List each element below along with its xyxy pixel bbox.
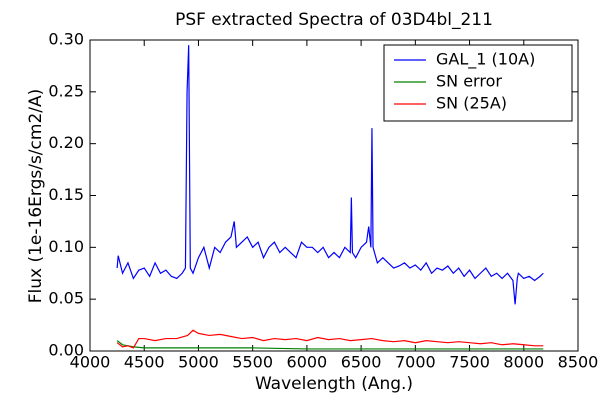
x-tick-label: 4500 (124, 353, 165, 372)
x-tick-label: 8500 (558, 353, 599, 372)
y-tick-label: 0.25 (48, 81, 84, 100)
legend-label: SN error (436, 72, 502, 91)
x-tick-label: 7500 (449, 353, 490, 372)
x-axis-label: Wavelength (Ang.) (255, 374, 413, 394)
x-tick-label: 4000 (70, 353, 111, 372)
legend-label: GAL_1 (10A) (436, 50, 535, 70)
y-tick-label: 0.00 (48, 341, 84, 360)
x-tick-label: 6000 (287, 353, 328, 372)
y-axis-label: Flux (1e-16Ergs/s/cm2/A) (26, 89, 46, 304)
x-tick-label: 6500 (341, 353, 382, 372)
series-line (116, 329, 544, 349)
x-tick-label: 7000 (395, 353, 436, 372)
y-tick-label: 0.20 (48, 133, 84, 152)
x-tick-label: 5000 (178, 353, 219, 372)
y-tick-label: 0.10 (48, 237, 84, 256)
chart-title: PSF extracted Spectra of 03D4bl_211 (175, 10, 493, 30)
y-tick-label: 0.30 (48, 30, 84, 49)
legend-label: SN (25A) (436, 94, 507, 113)
y-tick-label: 0.05 (48, 289, 84, 308)
y-tick-label: 0.15 (48, 185, 84, 204)
legend-box (383, 44, 573, 122)
x-tick-label: 8000 (503, 353, 544, 372)
plot-frame (89, 39, 579, 352)
x-tick-label: 5500 (232, 353, 273, 372)
series-line (116, 45, 544, 305)
series-line (116, 340, 544, 350)
